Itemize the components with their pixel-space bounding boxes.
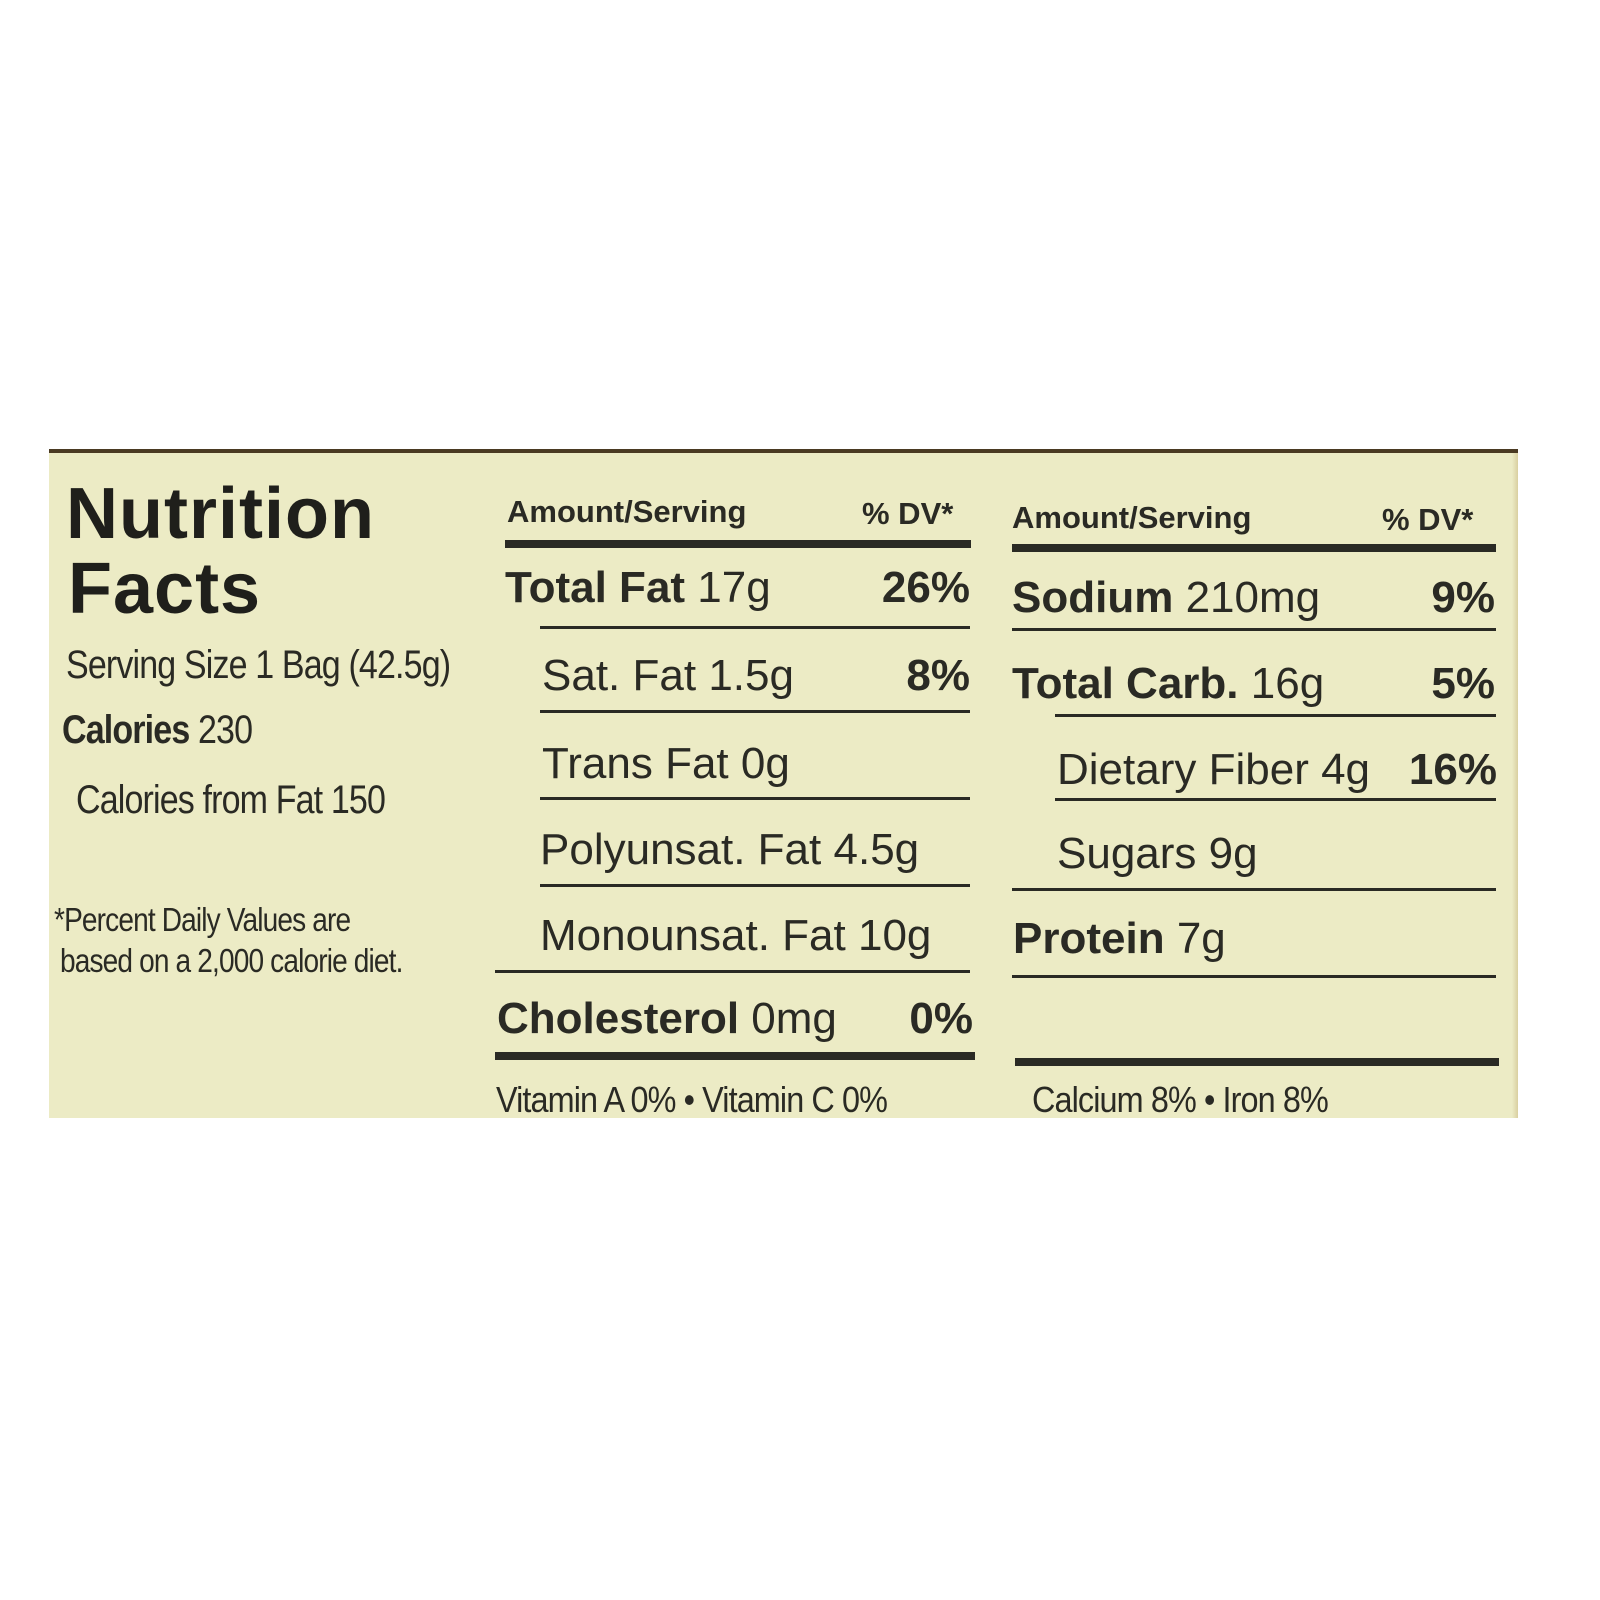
title-line-1: Nutrition xyxy=(66,474,375,554)
nutrient-amount: 17g xyxy=(697,563,771,612)
nutrient-amount: 7g xyxy=(1176,914,1226,963)
calories-value: 230 xyxy=(197,708,253,752)
divider xyxy=(1055,714,1496,717)
footnote-line-1: *Percent Daily Values are xyxy=(54,901,351,938)
nutrient-name: Protein xyxy=(1013,914,1165,963)
calories-from-fat: Calories from Fat 150 xyxy=(76,778,386,822)
nutrient-row: Monounsat. Fat 10g xyxy=(540,914,931,958)
daily-value-percent: 8% xyxy=(906,651,970,700)
nutrient-amount: 10g xyxy=(857,911,932,960)
divider xyxy=(1055,798,1496,801)
nutrient-amount: 16g xyxy=(1250,659,1325,708)
daily-value-percent: 16% xyxy=(1408,745,1497,794)
calories-label: Calories xyxy=(62,708,190,752)
daily-value-percent: 26% xyxy=(881,563,970,612)
nutrient-name: Cholesterol xyxy=(497,994,740,1043)
divider xyxy=(1015,1058,1499,1066)
nutrient-row: Total Carb. 16g xyxy=(1012,662,1324,706)
calories: Calories 230 xyxy=(62,708,253,752)
vitamins: Vitamin A 0% • Vitamin C 0% xyxy=(496,1079,888,1120)
nutrient-name: Sodium xyxy=(1012,573,1174,622)
nutrient-amount: 0mg xyxy=(751,994,837,1043)
divider xyxy=(1012,544,1496,552)
divider xyxy=(505,540,971,548)
nutrient-name: Total Fat xyxy=(505,563,686,612)
divider xyxy=(540,884,970,887)
nutrient-name: Monounsat. Fat xyxy=(540,911,846,960)
divider xyxy=(1012,888,1496,891)
nutrient-amount: 4.5g xyxy=(833,825,920,874)
nutrient-amount: 0g xyxy=(740,739,790,788)
nutrient-name: Polyunsat. Fat xyxy=(540,825,822,874)
nutrient-name: Sat. Fat xyxy=(542,651,697,700)
middle-header-dv: % DV* xyxy=(862,496,954,531)
divider xyxy=(1012,975,1496,978)
serving-size: Serving Size 1 Bag (42.5g) xyxy=(66,643,451,687)
divider xyxy=(540,797,970,800)
nutrient-row: Sugars 9g xyxy=(1057,832,1258,876)
divider xyxy=(495,1052,975,1060)
divider xyxy=(540,626,970,629)
nutrient-row: Polyunsat. Fat 4.5g xyxy=(540,828,919,872)
nutrient-row: Cholesterol 0mg xyxy=(497,997,837,1041)
daily-value-percent: 0% xyxy=(909,994,973,1043)
nutrient-name: Dietary Fiber xyxy=(1057,745,1309,794)
daily-value-percent: 5% xyxy=(1431,659,1495,708)
divider xyxy=(1012,628,1496,631)
divider xyxy=(540,710,970,713)
minerals: Calcium 8% • Iron 8% xyxy=(1032,1079,1329,1120)
title-line-2: Facts xyxy=(68,549,262,629)
right-header-dv: % DV* xyxy=(1382,502,1474,537)
nutrient-name: Total Carb. xyxy=(1012,659,1239,708)
nutrient-amount: 210mg xyxy=(1185,573,1321,622)
nutrient-name: Sugars xyxy=(1057,829,1197,878)
nutrient-amount: 4g xyxy=(1321,745,1371,794)
middle-header-amount: Amount/Serving xyxy=(507,494,747,529)
nutrient-amount: 1.5g xyxy=(708,651,794,700)
nutrient-row: Sodium 210mg xyxy=(1012,576,1320,620)
right-header-amount: Amount/Serving xyxy=(1012,500,1252,535)
nutrient-name: Trans Fat xyxy=(542,739,729,788)
nutrient-row: Trans Fat 0g xyxy=(542,742,790,786)
nutrient-row: Total Fat 17g xyxy=(505,566,771,610)
divider xyxy=(495,970,970,973)
nutrition-facts-label xyxy=(49,449,1518,1118)
footnote-line-2: based on a 2,000 calorie diet. xyxy=(60,942,403,979)
nutrient-amount: 9g xyxy=(1208,829,1258,878)
nutrient-row: Dietary Fiber 4g xyxy=(1057,748,1370,792)
nutrient-row: Protein 7g xyxy=(1013,917,1226,961)
daily-value-percent: 9% xyxy=(1431,573,1495,622)
nutrient-row: Sat. Fat 1.5g xyxy=(542,654,794,698)
